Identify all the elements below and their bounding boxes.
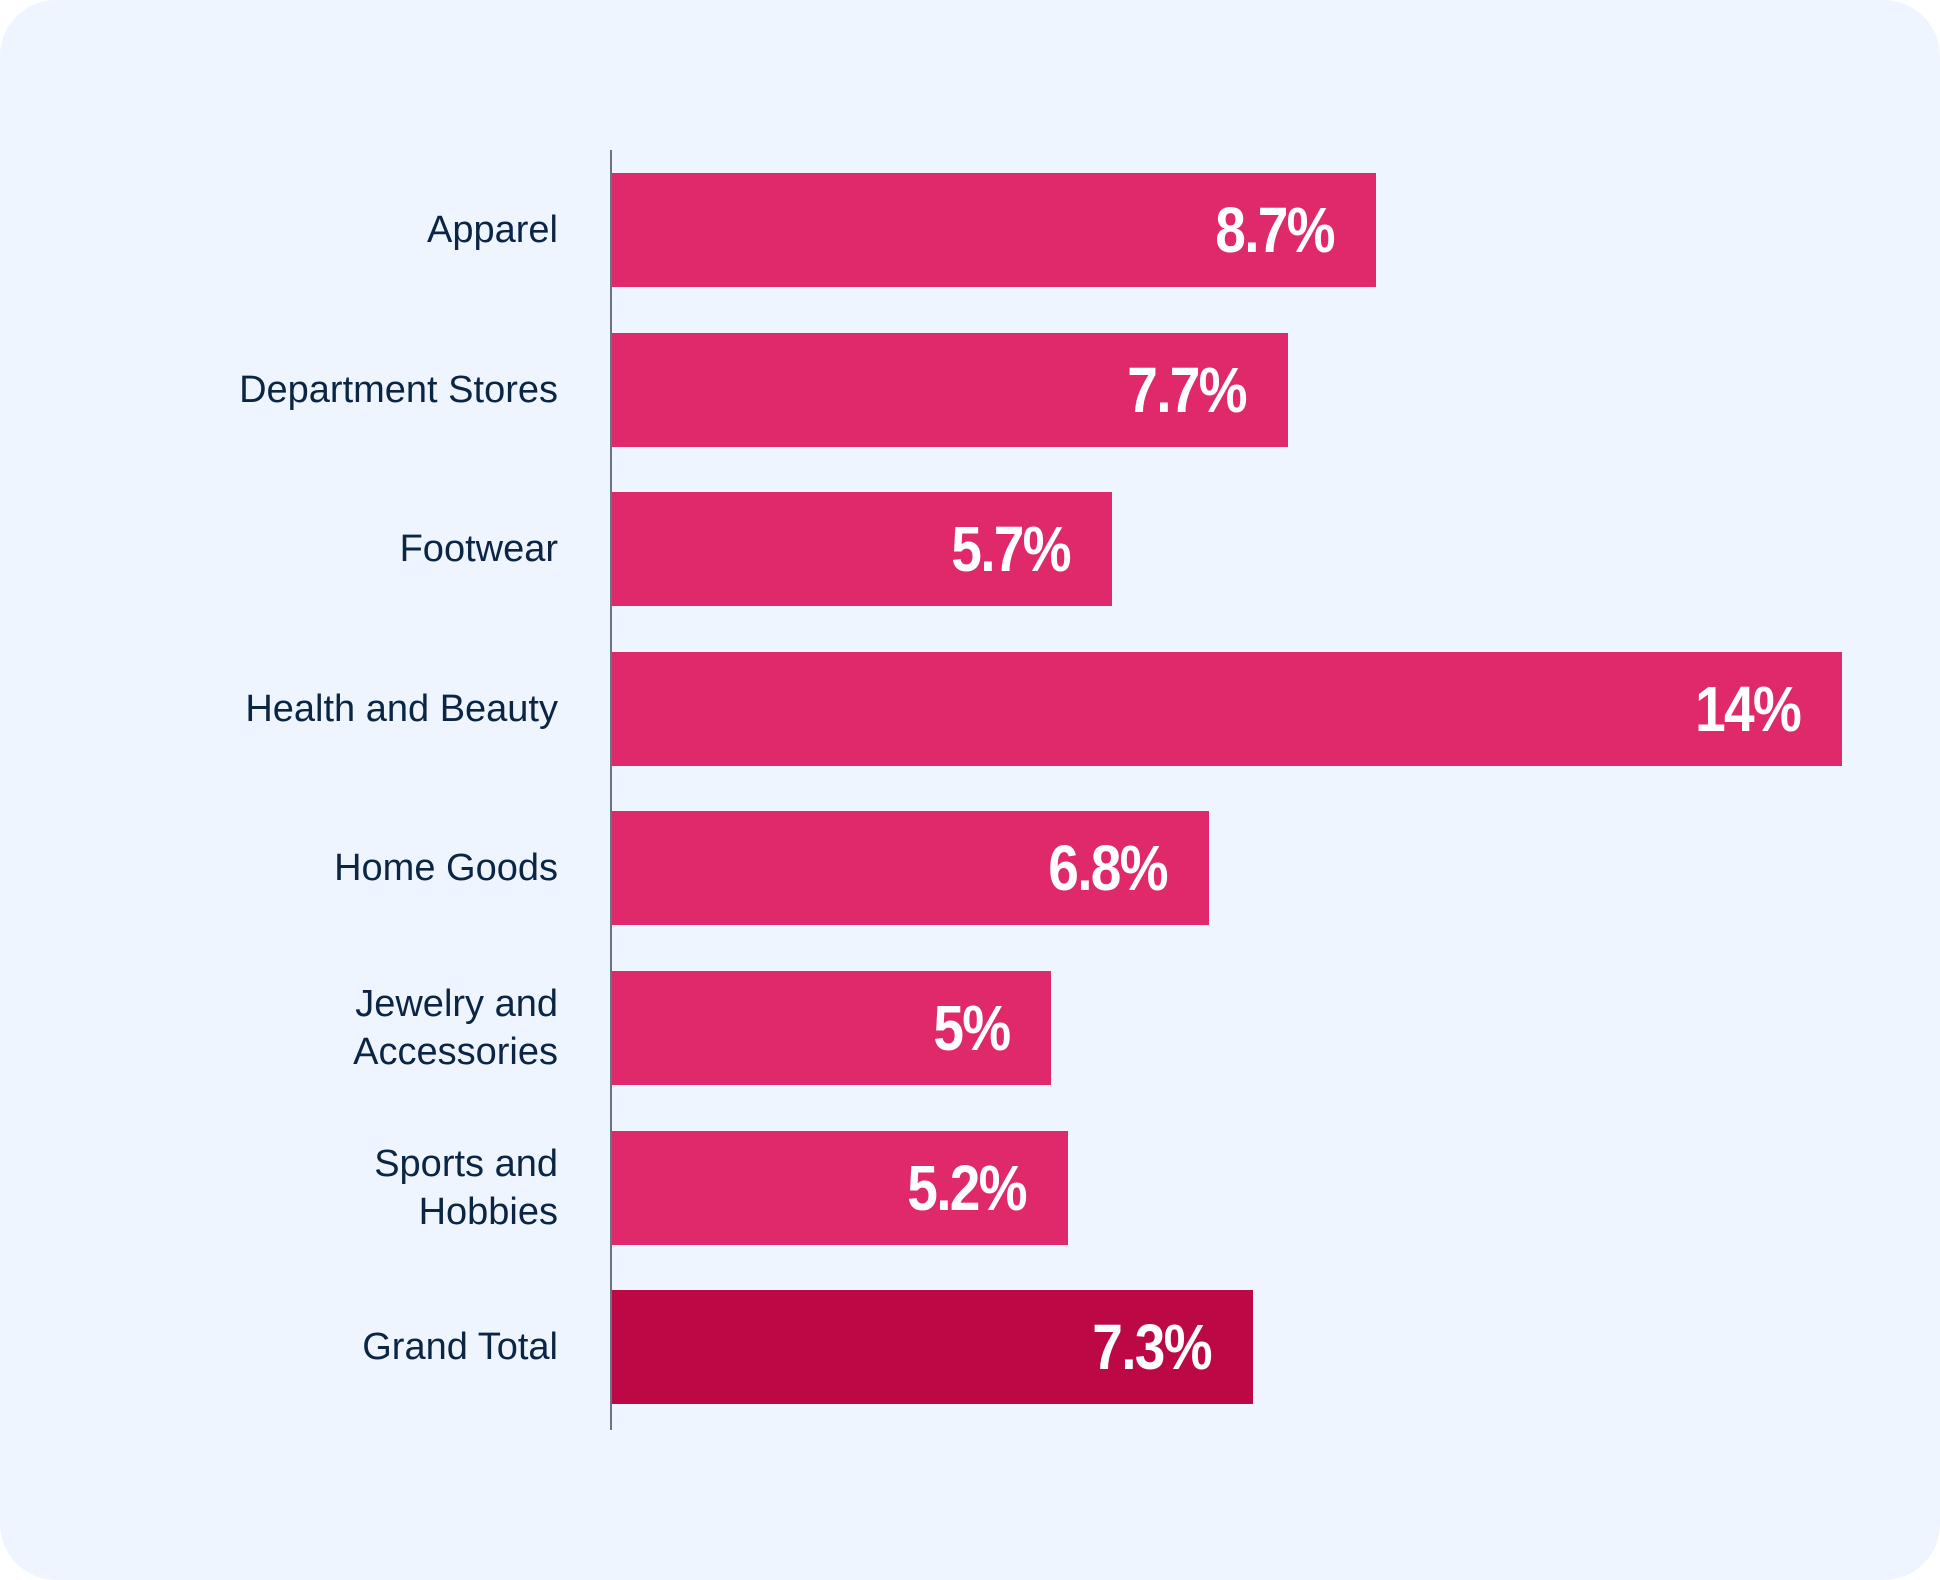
category-label: Jewelry and Accessories [18,980,558,1076]
data-label: 8.7% [1215,194,1335,266]
category-label: Health and Beauty [18,685,558,733]
data-label: 5.2% [907,1152,1027,1224]
data-label: 7.3% [1092,1311,1212,1383]
bar: 5.7% [611,492,1112,606]
category-label-line: Jewelry and [355,983,558,1025]
bar: 5.2% [611,1131,1068,1245]
data-label: 5% [932,992,1011,1064]
bar: 6.8% [611,811,1209,925]
y-axis-line [610,150,612,1430]
data-label: 7.7% [1127,354,1247,426]
data-label: 14% [1694,673,1802,745]
category-label-line: Sports and [374,1143,558,1185]
bar-grand-total: 7.3% [611,1290,1253,1404]
category-label-line: Hobbies [418,1191,558,1233]
category-label: Sports and Hobbies [18,1140,558,1236]
category-label-line: Footwear [399,528,558,570]
category-label: Apparel [18,206,558,254]
bar: 5% [611,971,1051,1085]
category-label: Footwear [18,525,558,573]
bar: 7.7% [611,333,1288,447]
category-label-line: Department Stores [239,369,558,411]
category-label-line: Home Goods [334,847,558,889]
data-label: 5.7% [951,513,1071,585]
category-label-line: Grand Total [362,1326,558,1368]
category-label-line: Accessories [353,1031,558,1073]
category-label-line: Health and Beauty [245,688,558,730]
bar: 14% [611,652,1842,766]
category-label: Home Goods [18,844,558,892]
category-label: Grand Total [18,1323,558,1371]
category-label-line: Apparel [427,209,558,251]
category-label: Department Stores [18,366,558,414]
bar: 8.7% [611,173,1376,287]
data-label: 6.8% [1048,832,1168,904]
